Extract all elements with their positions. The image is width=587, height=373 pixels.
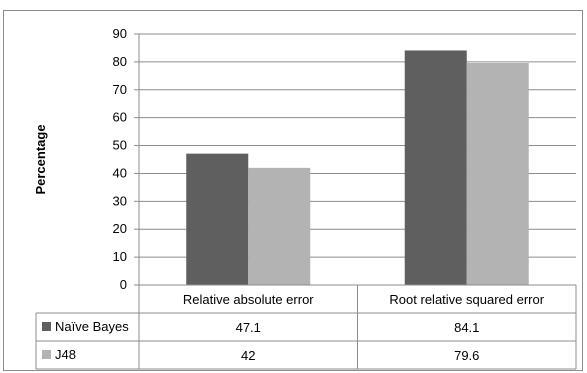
category-label: Relative absolute error <box>183 292 314 307</box>
y-tick-label: 90 <box>113 26 127 41</box>
data-label: 42 <box>241 348 255 363</box>
y-tick-label: 30 <box>113 193 127 208</box>
y-tick-label: 50 <box>113 138 127 153</box>
y-tick-label: 0 <box>120 277 127 292</box>
data-label: 84.1 <box>454 320 479 335</box>
data-table: Relative absolute error Root relative squ… <box>35 284 577 370</box>
y-axis-label: Percentage <box>33 124 48 194</box>
bars <box>186 50 529 286</box>
y-tick-label: 20 <box>113 221 127 236</box>
y-tick-label: 60 <box>113 110 127 125</box>
y-tick-label: 40 <box>113 165 127 180</box>
y-tick-label: 80 <box>113 54 127 69</box>
category-label: Root relative squared error <box>389 292 544 307</box>
y-tick-label: 70 <box>113 82 127 97</box>
y-tick-label: 10 <box>113 249 127 264</box>
data-label: 47.1 <box>236 320 261 335</box>
legend-swatch <box>42 350 51 359</box>
bar <box>404 50 467 286</box>
legend-swatch <box>42 322 51 331</box>
y-axis-ticks: 0 10 20 30 40 50 60 70 80 90 <box>113 26 139 292</box>
legend-label: J48 <box>55 347 76 362</box>
bar <box>466 63 529 286</box>
data-label: 79.6 <box>454 348 479 363</box>
legend-label: Naïve Bayes <box>55 319 129 334</box>
bar <box>248 167 311 285</box>
bar <box>186 153 249 285</box>
